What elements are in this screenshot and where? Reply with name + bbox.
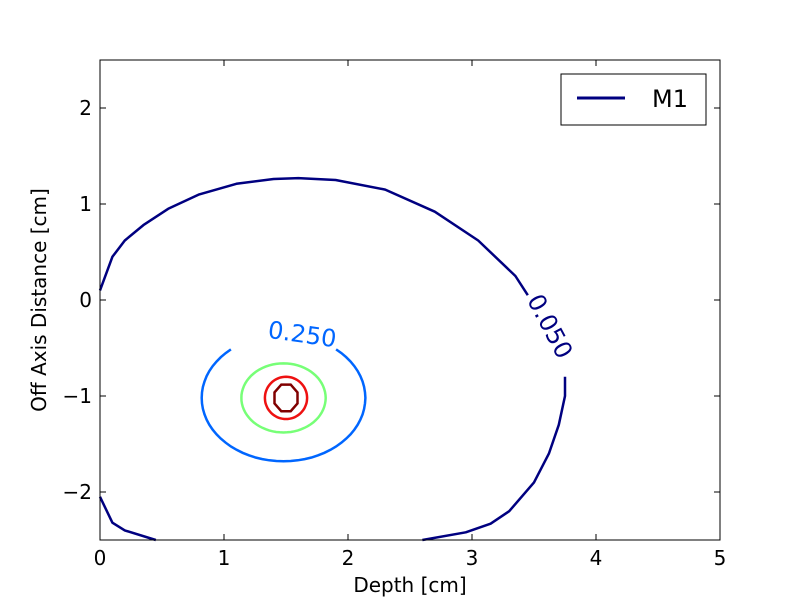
contour-line-0.05 bbox=[98, 496, 157, 542]
x-tick-label: 0 bbox=[94, 546, 107, 570]
contour-line-0.05 bbox=[98, 176, 529, 296]
contour-label: 0.050 bbox=[521, 290, 578, 364]
contour-label: 0.250 bbox=[266, 316, 338, 353]
y-tick-label: 2 bbox=[79, 96, 92, 120]
legend-label-m1: M1 bbox=[652, 85, 688, 113]
x-tick-label: 3 bbox=[466, 546, 479, 570]
contour-line-0.95 bbox=[273, 383, 299, 413]
contour-line-0.75 bbox=[263, 375, 309, 421]
contour-line-0.5 bbox=[240, 362, 327, 434]
axis-ticks bbox=[99, 60, 721, 540]
y-tick-label: 1 bbox=[79, 192, 92, 216]
y-tick-label: −1 bbox=[63, 384, 92, 408]
plot-frame bbox=[99, 59, 721, 541]
y-axis-label: Off Axis Distance [cm] bbox=[27, 188, 51, 412]
x-tick-label: 1 bbox=[218, 546, 231, 570]
legend: M1 bbox=[560, 73, 707, 126]
contour-labels: 0.250 0.050 bbox=[266, 290, 578, 364]
x-tick-label: 5 bbox=[714, 546, 727, 570]
y-tick-label: −2 bbox=[63, 480, 92, 504]
contour-lines bbox=[98, 176, 567, 542]
x-tick-label: 2 bbox=[342, 546, 355, 570]
x-tick-label: 4 bbox=[590, 546, 603, 570]
y-tick-label: 0 bbox=[79, 288, 92, 312]
contour-line-0.25 bbox=[200, 348, 367, 463]
x-axis-label: Depth [cm] bbox=[353, 573, 466, 597]
tick-labels: 0 1 2 3 4 5 −2 −1 0 1 2 bbox=[63, 96, 727, 570]
contour-line-0.05 bbox=[422, 376, 567, 542]
